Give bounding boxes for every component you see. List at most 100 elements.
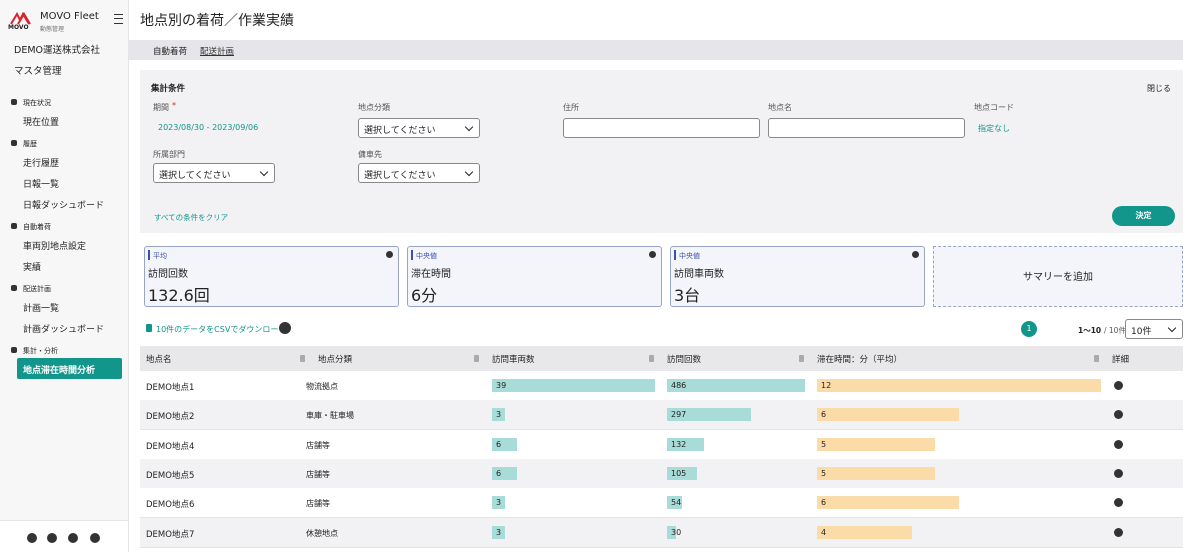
cell: 休憩地点 [306, 528, 338, 538]
nav-item[interactable]: 日報一覧 [23, 180, 60, 190]
card-value: 132.6回 [148, 286, 210, 305]
cell: DEMO地点6 [146, 500, 195, 511]
close-filter[interactable]: 閉じる [1147, 84, 1171, 93]
bar [817, 379, 1101, 392]
nav-item[interactable]: 走行履歴 [23, 159, 60, 169]
page-range: 1〜10 [1078, 326, 1102, 335]
column-header[interactable]: 滞在時間：分（平均） [817, 355, 903, 365]
footer-icon[interactable] [68, 533, 78, 543]
detail-icon[interactable] [1114, 439, 1123, 449]
column-header[interactable]: 地点名 [146, 355, 172, 365]
cell: 5 [821, 468, 827, 478]
bar [492, 525, 505, 539]
cell: 6 [821, 498, 827, 508]
download-link[interactable]: 10件のデータをCSVでダウンロード [156, 325, 287, 334]
nav-item[interactable]: 地点滞在時間分析 [23, 366, 96, 376]
company[interactable]: DEMO運送株式会社 [14, 45, 100, 56]
nav-item[interactable]: 日報ダッシュボード [23, 201, 105, 211]
bar [817, 466, 936, 480]
cell: 105 [671, 468, 687, 478]
label: 傭車先 [358, 150, 382, 159]
cell: 297 [671, 410, 687, 420]
settings-icon[interactable] [649, 251, 656, 258]
label: 地点コード [974, 103, 1014, 112]
help-icon[interactable] [279, 322, 291, 334]
column-header[interactable]: 訪問回数 [667, 355, 702, 365]
cell: 39 [496, 381, 507, 390]
bar [492, 466, 518, 480]
cell: 30 [671, 527, 682, 537]
summary-card [144, 246, 399, 307]
submit-button[interactable]: 決定 [1112, 206, 1175, 226]
sort-icon[interactable] [649, 355, 654, 362]
sort-icon[interactable] [1094, 355, 1099, 362]
cell: DEMO地点7 [146, 529, 195, 540]
select[interactable]: 選択してください [358, 163, 480, 183]
input[interactable] [563, 118, 760, 138]
cell: 3 [496, 498, 502, 508]
label: 所属部門 [153, 150, 185, 159]
logo-mark: MOVO [8, 24, 29, 31]
card-accent [674, 250, 676, 260]
code-value[interactable]: 指定なし [978, 124, 1010, 133]
select[interactable]: 選択してください [153, 163, 275, 183]
add-summary[interactable]: サマリーを追加 [933, 246, 1183, 307]
tab[interactable]: 自動着荷 [153, 47, 188, 57]
detail-icon[interactable] [1114, 468, 1123, 478]
sort-icon[interactable] [300, 355, 305, 362]
file-icon [146, 324, 152, 332]
per-page-select[interactable]: 10件 [1125, 319, 1183, 339]
bar [817, 525, 912, 539]
label: 地点名 [768, 103, 792, 112]
card-tag: 平均 [153, 252, 167, 260]
active-item-bg [17, 358, 122, 379]
settings-icon[interactable] [386, 251, 393, 258]
clear-link[interactable]: すべての条件をクリア [154, 213, 229, 222]
sort-icon[interactable] [474, 355, 479, 362]
sort-icon[interactable] [799, 355, 804, 362]
footer-icon[interactable] [27, 533, 37, 543]
label: 期間 [153, 103, 169, 112]
tab[interactable]: 配送計画 [200, 47, 235, 57]
label: 住所 [563, 103, 579, 112]
cell: 6 [821, 410, 827, 420]
bar [817, 496, 959, 510]
current-page[interactable]: 1 [1021, 321, 1037, 337]
tab-bar [128, 40, 1183, 60]
nav-item[interactable]: 現在位置 [23, 118, 60, 128]
bar [667, 525, 676, 539]
section-title: 自動着荷 [23, 223, 51, 231]
master-menu[interactable]: マスタ管理 [14, 66, 62, 77]
column-header[interactable]: 訪問車両数 [492, 355, 535, 365]
nav-item[interactable]: 車両別地点設定 [23, 242, 87, 252]
label: 地点分類 [358, 103, 390, 112]
footer-icon[interactable] [47, 533, 57, 543]
nav-item[interactable]: 実績 [23, 263, 42, 273]
cell: 486 [671, 381, 687, 390]
period-value[interactable]: 2023/08/30 - 2023/09/06 [158, 123, 259, 132]
table-header [140, 346, 1183, 371]
cell: DEMO地点5 [146, 470, 195, 481]
nav-item[interactable]: 計画ダッシュボード [23, 325, 105, 335]
select[interactable]: 選択してください [358, 118, 480, 138]
bar [492, 496, 505, 510]
detail-icon[interactable] [1114, 527, 1123, 537]
settings-icon[interactable] [912, 251, 919, 258]
menu-toggle[interactable] [114, 14, 123, 24]
detail-icon[interactable] [1114, 410, 1123, 420]
detail-icon[interactable] [1114, 381, 1123, 390]
section-icon [11, 140, 17, 146]
bar [817, 408, 959, 422]
card-label: 訪問車両数 [674, 269, 724, 280]
bar [667, 379, 805, 392]
cell: 3 [496, 410, 502, 420]
detail-icon[interactable] [1114, 498, 1123, 508]
input[interactable] [768, 118, 965, 138]
row-bg [140, 400, 1183, 431]
footer-icon[interactable] [90, 533, 100, 543]
bar [667, 437, 705, 451]
nav-item[interactable]: 計画一覧 [23, 304, 60, 314]
row-bg [140, 429, 1183, 460]
column-header[interactable]: 地点分類 [318, 355, 353, 365]
